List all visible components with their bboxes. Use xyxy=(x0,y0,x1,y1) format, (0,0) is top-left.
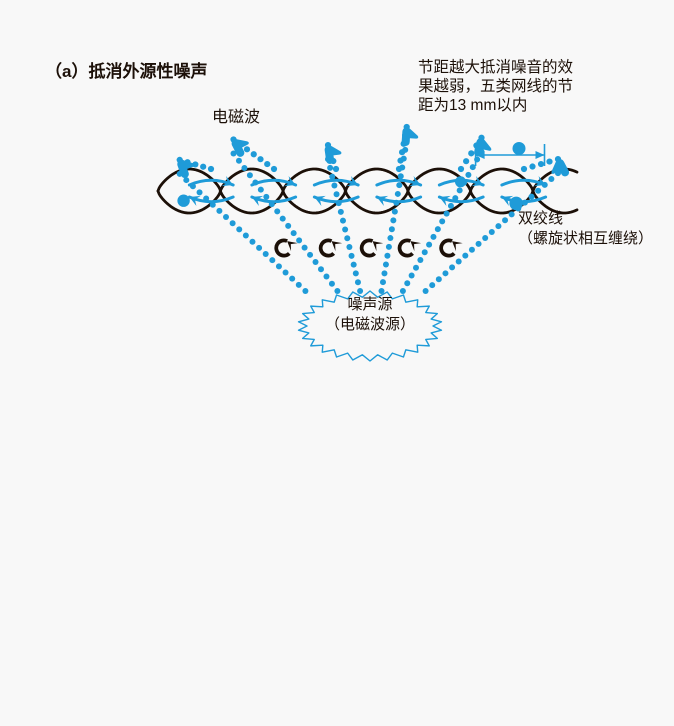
svg-text:节距越大抵消噪音的效: 节距越大抵消噪音的效 xyxy=(418,58,573,76)
svg-text:距为13 mm以内: 距为13 mm以内 xyxy=(418,96,527,114)
svg-text:噪声源: 噪声源 xyxy=(347,295,392,313)
svg-text:（a）抵消外源性噪声: （a）抵消外源性噪声 xyxy=(45,61,207,81)
svg-text:电磁波: 电磁波 xyxy=(212,108,260,126)
svg-text:果越弱，五类网线的节: 果越弱，五类网线的节 xyxy=(418,77,573,95)
svg-text:（电磁波源）: （电磁波源） xyxy=(325,316,415,333)
svg-text:（螺旋状相互缠绕）: （螺旋状相互缠绕） xyxy=(518,229,653,247)
svg-text:双绞线: 双绞线 xyxy=(518,210,563,227)
